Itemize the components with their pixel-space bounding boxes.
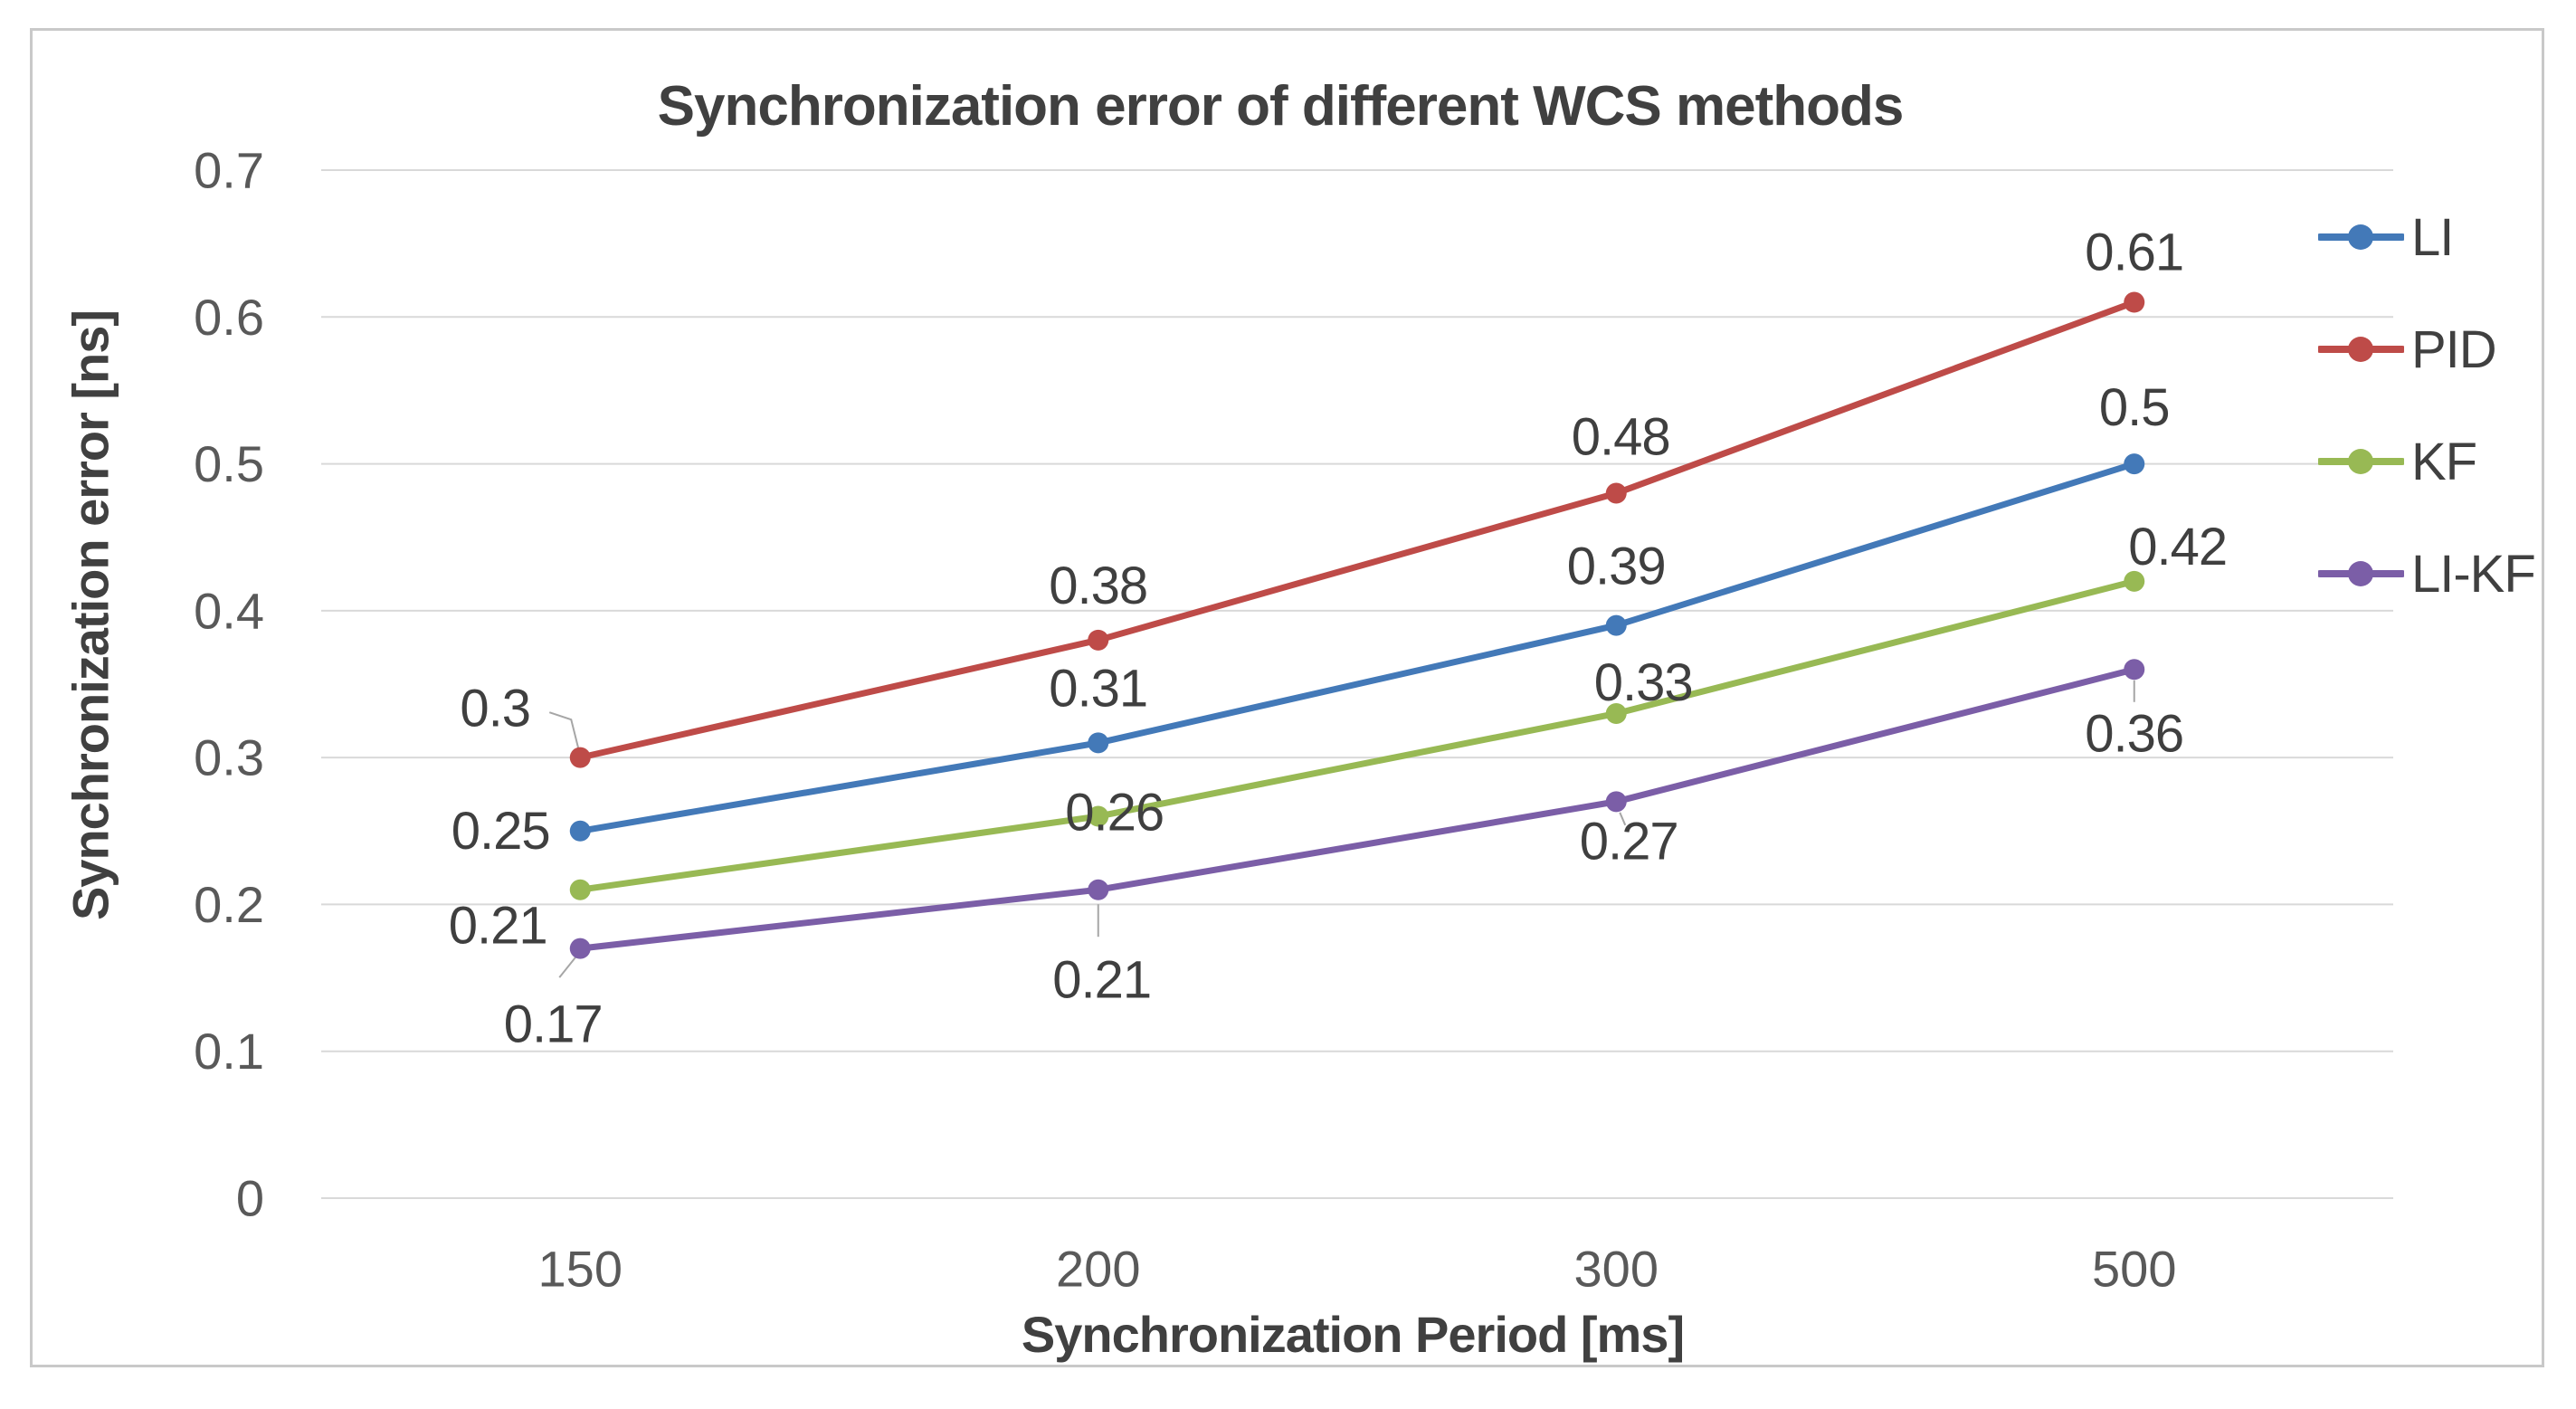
data-label-LI-300: 0.39 xyxy=(1567,538,1666,596)
data-label-leader-line xyxy=(1619,812,1627,826)
legend-marker-LI-KF-icon xyxy=(2318,561,2404,586)
marker-LI-150 xyxy=(569,820,591,842)
x-tick-label: 300 xyxy=(1574,1241,1659,1298)
x-tick-label: 150 xyxy=(538,1241,623,1298)
legend-marker-PID-icon xyxy=(2318,337,2404,362)
y-tick-label: 0.5 xyxy=(194,435,264,492)
legend-item-LI-KF: LI-KF xyxy=(2318,539,2536,608)
data-label-leader-line xyxy=(558,954,579,978)
data-label-KF-150: 0.21 xyxy=(449,897,547,956)
legend-label: PID xyxy=(2411,319,2497,379)
marker-LI-KF-500 xyxy=(2124,659,2145,681)
marker-LI-KF-300 xyxy=(1605,791,1627,813)
legend-label: LI-KF xyxy=(2411,544,2536,604)
legend-item-LI: LI xyxy=(2318,203,2535,271)
legend: LI PID KF LI-KF xyxy=(2318,203,2536,652)
x-tick-label: 200 xyxy=(1056,1241,1140,1298)
marker-PID-300 xyxy=(1605,482,1627,504)
series-line-LI xyxy=(576,461,2138,834)
data-label-LI-KF-200: 0.21 xyxy=(1052,951,1151,1010)
series-line-KF xyxy=(576,577,2138,893)
marker-LI-KF-150 xyxy=(569,938,591,959)
marker-LI-500 xyxy=(2124,453,2145,475)
data-label-LI-150: 0.25 xyxy=(452,802,550,861)
marker-LI-KF-200 xyxy=(1088,879,1109,900)
marker-KF-500 xyxy=(2124,570,2145,592)
data-label-KF-200: 0.26 xyxy=(1065,784,1164,843)
data-label-KF-300: 0.33 xyxy=(1594,653,1693,712)
legend-item-PID: PID xyxy=(2318,315,2535,384)
y-tick-label: 0.1 xyxy=(194,1023,264,1080)
marker-KF-300 xyxy=(1605,702,1627,724)
legend-label: KF xyxy=(2411,432,2477,491)
marker-KF-200 xyxy=(1088,805,1109,827)
y-tick-label: 0.2 xyxy=(194,876,264,933)
legend-label: LI xyxy=(2411,207,2454,267)
y-tick-label: 0 xyxy=(236,1170,264,1227)
y-tick-label: 0.3 xyxy=(194,729,264,786)
series-line-LI-KF xyxy=(576,666,2138,952)
data-label-LI-500: 0.5 xyxy=(2099,378,2170,437)
data-label-PID-500: 0.61 xyxy=(2085,224,2183,282)
series-line-PID xyxy=(576,299,2138,761)
data-label-KF-500: 0.42 xyxy=(2128,518,2227,576)
x-tick-label: 500 xyxy=(2092,1241,2176,1298)
legend-marker-KF-icon xyxy=(2318,449,2404,474)
data-label-leader-line xyxy=(548,711,580,749)
data-label-LI-KF-300: 0.27 xyxy=(1580,812,1678,871)
data-label-LI-200: 0.31 xyxy=(1049,659,1147,718)
marker-PID-150 xyxy=(569,747,591,768)
y-tick-label: 0.6 xyxy=(194,289,264,346)
legend-item-KF: KF xyxy=(2318,427,2535,496)
y-tick-label: 0.7 xyxy=(194,142,264,199)
marker-PID-200 xyxy=(1088,629,1109,651)
marker-LI-300 xyxy=(1605,614,1627,636)
data-label-LI-KF-150: 0.17 xyxy=(504,995,603,1054)
data-label-PID-150: 0.3 xyxy=(460,680,530,738)
y-tick-label: 0.4 xyxy=(194,582,264,639)
chart-title: Synchronization error of different WCS m… xyxy=(657,75,1905,138)
data-label-LI-KF-500: 0.36 xyxy=(2085,704,2183,763)
marker-KF-150 xyxy=(569,879,591,900)
data-label-PID-200: 0.38 xyxy=(1049,557,1147,615)
marker-PID-500 xyxy=(2124,291,2145,313)
x-axis-title: Synchronization Period [ms] xyxy=(1021,1306,1685,1363)
data-label-PID-300: 0.48 xyxy=(1572,408,1670,467)
marker-LI-200 xyxy=(1088,732,1109,754)
legend-marker-LI-icon xyxy=(2318,224,2404,250)
